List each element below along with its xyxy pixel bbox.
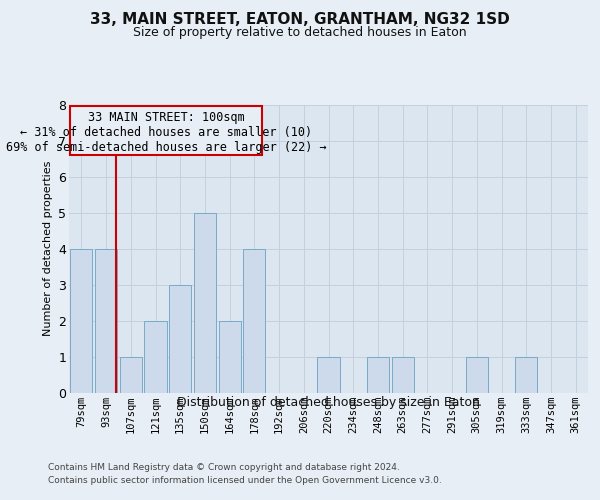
Y-axis label: Number of detached properties: Number of detached properties bbox=[43, 161, 53, 336]
Text: 33, MAIN STREET, EATON, GRANTHAM, NG32 1SD: 33, MAIN STREET, EATON, GRANTHAM, NG32 1… bbox=[90, 12, 510, 28]
Text: 33 MAIN STREET: 100sqm: 33 MAIN STREET: 100sqm bbox=[88, 111, 244, 124]
Text: Contains public sector information licensed under the Open Government Licence v3: Contains public sector information licen… bbox=[48, 476, 442, 485]
Text: Size of property relative to detached houses in Eaton: Size of property relative to detached ho… bbox=[133, 26, 467, 39]
Text: Distribution of detached houses by size in Eaton: Distribution of detached houses by size … bbox=[178, 396, 480, 409]
Bar bbox=[95, 249, 117, 392]
Text: Contains HM Land Registry data © Crown copyright and database right 2024.: Contains HM Land Registry data © Crown c… bbox=[48, 462, 400, 471]
Bar bbox=[392, 356, 414, 392]
Bar bbox=[119, 356, 142, 392]
Bar bbox=[194, 213, 216, 392]
Bar bbox=[515, 356, 538, 392]
Bar bbox=[218, 320, 241, 392]
Bar bbox=[317, 356, 340, 392]
Text: 69% of semi-detached houses are larger (22) →: 69% of semi-detached houses are larger (… bbox=[5, 141, 326, 154]
Bar bbox=[466, 356, 488, 392]
Bar bbox=[70, 106, 262, 154]
Bar bbox=[243, 249, 265, 392]
Bar bbox=[367, 356, 389, 392]
Bar bbox=[70, 249, 92, 392]
Bar bbox=[169, 284, 191, 393]
Text: ← 31% of detached houses are smaller (10): ← 31% of detached houses are smaller (10… bbox=[20, 126, 312, 139]
Bar bbox=[145, 320, 167, 392]
